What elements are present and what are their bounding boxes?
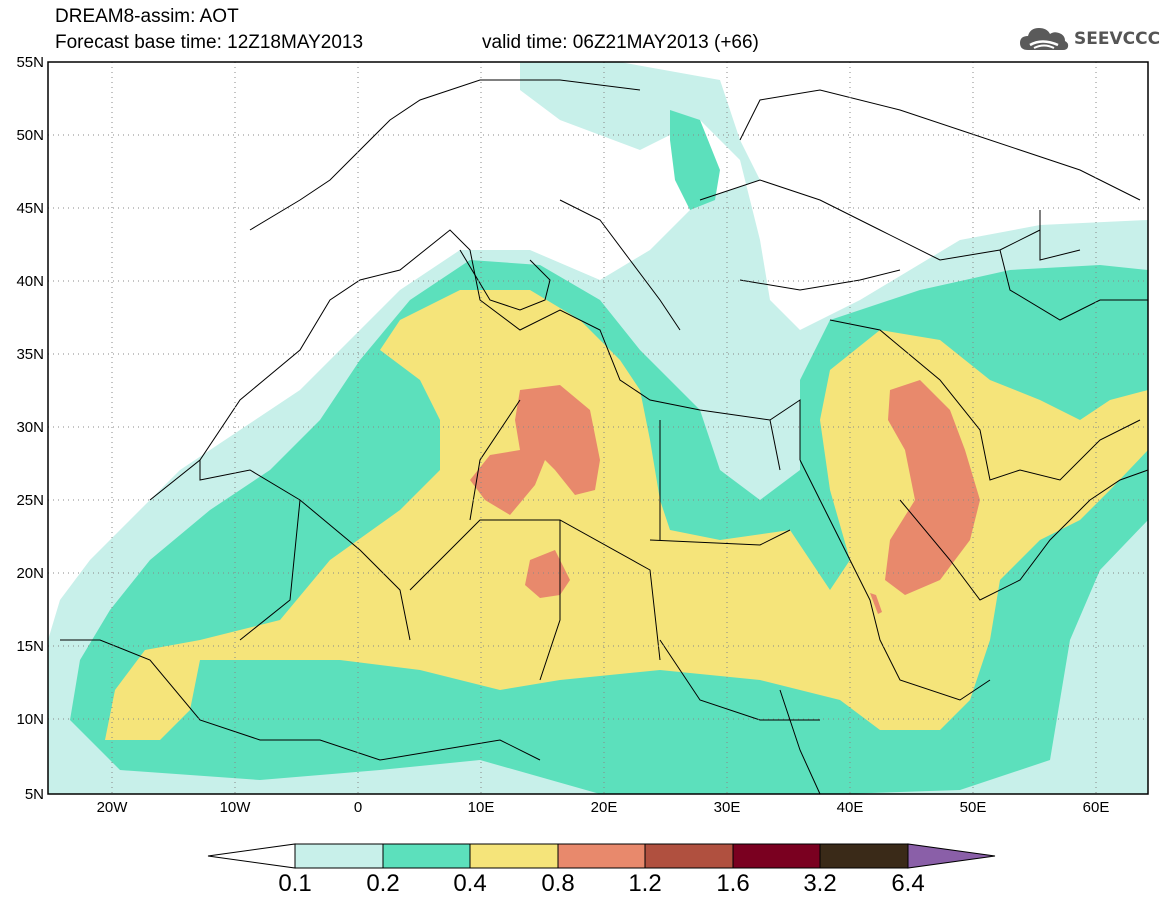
colorbar-label: 6.4 [891,870,925,897]
logo: SEEVCCC [1018,24,1160,54]
colorbar-swatch [557,843,646,869]
lat-label: 35N [16,346,44,363]
colorbar-label: 1.2 [628,870,662,897]
aot-contour-0.4 [105,290,1148,740]
lat-label: 5N [25,786,44,803]
colorbar-low-triangle [207,843,296,869]
forecast-base-time: Forecast base time: 12Z18MAY2013 [55,32,364,53]
lat-axis: 55N 50N 45N 40N 35N 30N 25N 20N 15N 10N … [16,54,44,803]
lat-label: 55N [16,54,44,71]
aot-contour-0.2-ukraine [670,110,720,210]
lon-label: 50E [960,799,987,816]
colorbar-swatch [819,843,909,869]
colorbar-swatch [732,843,821,869]
lat-label: 15N [16,638,44,655]
cloud-icon [1020,28,1069,50]
map-frame [47,61,1149,795]
colorbar-swatch [644,843,734,869]
colorbar-label: 0.2 [366,870,400,897]
lon-axis: 20W 10W 0 10E 20E 30E 40E 50E 60E [97,799,1110,816]
lon-label: 40E [837,799,864,816]
map-title: DREAM8-assim: AOT [55,6,239,27]
grid [48,62,1148,794]
lon-label: 20W [97,799,129,816]
colorbar-label: 0.4 [453,870,487,897]
lon-label: 30E [714,799,741,816]
lon-label: 20E [591,799,618,816]
colorbar-label: 0.1 [278,870,312,897]
lat-label: 50N [16,127,44,144]
colorbar-swatch [382,843,471,869]
lat-label: 25N [16,492,44,509]
colorbar-label: 0.8 [541,870,575,897]
colorbar-label: 3.2 [803,870,837,897]
colorbar-label: 1.6 [716,870,750,897]
colorbar-high-triangle [907,843,996,869]
lat-label: 45N [16,200,44,217]
aot-contour-0.8-redsea [870,593,882,614]
logo-text: SEEVCCC [1074,29,1161,49]
colorbar-swatch [469,843,559,869]
lat-label: 30N [16,419,44,436]
colorbar-swatch [294,843,384,869]
lon-label: 60E [1083,799,1110,816]
lat-label: 10N [16,711,44,728]
lon-label: 0 [354,799,362,816]
coastlines [60,79,1148,794]
aot-contour-0.8-arabia [885,380,980,595]
aot-contour-0.8-chad [525,550,570,598]
lat-label: 40N [16,273,44,290]
aot-contour-0.8-libya [470,385,600,515]
colorbar [207,843,996,869]
lon-label: 10W [220,799,252,816]
lon-label: 10E [468,799,495,816]
lat-label: 20N [16,565,44,582]
valid-time: valid time: 06Z21MAY2013 (+66) [482,32,759,53]
